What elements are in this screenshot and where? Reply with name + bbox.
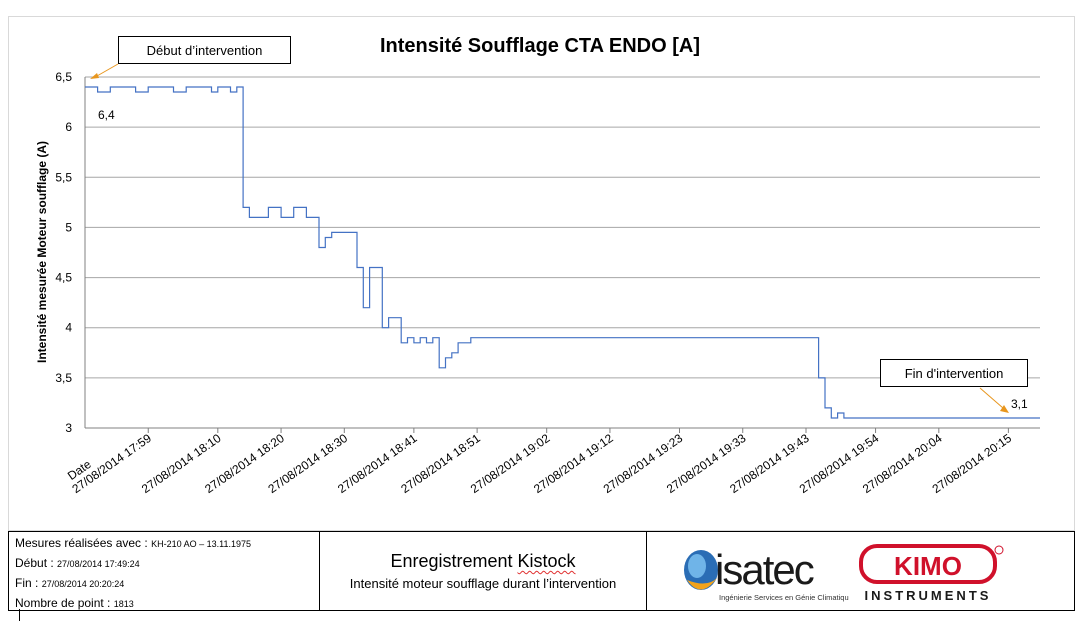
recording-subtitle: Intensité moteur soufflage durant l’inte… <box>349 576 617 591</box>
fin-label: Fin : <box>15 576 39 590</box>
y-tick-label: 6,5 <box>55 70 72 84</box>
isatec-wordmark: isatec <box>715 546 814 593</box>
info-box: Mesures réalisées avec : KH-210 AO – 13.… <box>8 531 1075 611</box>
logos-cell: isatec Ingénierie Services en Génie Clim… <box>647 532 1074 610</box>
start-arrow-head <box>90 73 99 79</box>
end-arrow-line <box>979 387 1004 409</box>
y-axis-label: Intensité mesurée Moteur soufflage (A) <box>35 141 49 363</box>
debut-row: Début : 27/08/2014 17:49:24 <box>15 554 313 574</box>
y-tick-label: 4,5 <box>55 271 72 285</box>
kimo-subtitle: INSTRUMENTS <box>865 588 992 603</box>
recording-title-cell: Enregistrement Kistock Intensité moteur … <box>320 532 647 610</box>
y-axis-ticks: 3 3,5 4 4,5 5 5,5 6 6,5 <box>55 70 72 435</box>
y-tick-label: 5 <box>65 220 72 234</box>
end-value-label: 3,1 <box>1011 397 1028 411</box>
line-chart: Intensité Soufflage CTA ENDO [A] 3 3,5 4 4,… <box>35 35 1040 496</box>
measurement-info: Mesures réalisées avec : KH-210 AO – 13.… <box>9 532 320 610</box>
kimo-logo: KIMO INSTRUMENTS <box>859 544 1004 603</box>
series-line <box>85 86 1040 419</box>
mesures-label: Mesures réalisées avec : <box>15 536 148 550</box>
registered-icon <box>994 545 1004 555</box>
y-tick-label: 3,5 <box>55 371 72 385</box>
y-tick-label: 5,5 <box>55 170 72 184</box>
recording-title: Enregistrement Kistock <box>390 551 575 572</box>
mesures-value: KH-210 AO – 13.11.1975 <box>151 539 251 549</box>
points-row: Nombre de point : 1813 <box>15 594 313 614</box>
start-value-label: 6,4 <box>98 108 115 122</box>
series-layer <box>85 86 1040 419</box>
fin-value: 27/08/2014 20:20:24 <box>41 579 125 589</box>
recording-title-prefix: Enregistrement <box>390 551 518 571</box>
recording-title-brand: Kistock <box>517 551 576 571</box>
kimo-wordmark: KIMO <box>894 551 962 581</box>
annotation-layer: 6,4 3,1 <box>90 63 1028 413</box>
debut-value: 27/08/2014 17:49:24 <box>57 559 140 569</box>
end-annotation-box: Fin d'intervention <box>880 359 1028 387</box>
isatec-tagline: Ingénierie Services en Génie Climatique <box>719 593 849 602</box>
text-cursor <box>19 609 20 621</box>
kimo-badge <box>859 544 997 584</box>
points-label: Nombre de point : <box>15 596 111 610</box>
isatec-logo: isatec Ingénierie Services en Génie Clim… <box>684 546 849 602</box>
debut-label: Début : <box>15 556 54 570</box>
y-tick-label: 3 <box>65 421 72 435</box>
isatec-globe-icon <box>684 550 718 590</box>
mesures-row: Mesures réalisées avec : KH-210 AO – 13.… <box>15 534 313 554</box>
y-tick-label: 6 <box>65 120 72 134</box>
start-arrow-line <box>96 63 119 77</box>
y-tick-label: 4 <box>65 321 72 335</box>
chart-frame <box>8 16 1075 531</box>
start-annotation-box: Début d’intervention <box>118 36 291 64</box>
points-value: 1813 <box>113 599 134 609</box>
end-arrow-head <box>1000 405 1009 413</box>
fin-row: Fin : 27/08/2014 20:20:24 <box>15 574 313 594</box>
chart-title: Intensité Soufflage CTA ENDO [A] <box>380 35 700 57</box>
